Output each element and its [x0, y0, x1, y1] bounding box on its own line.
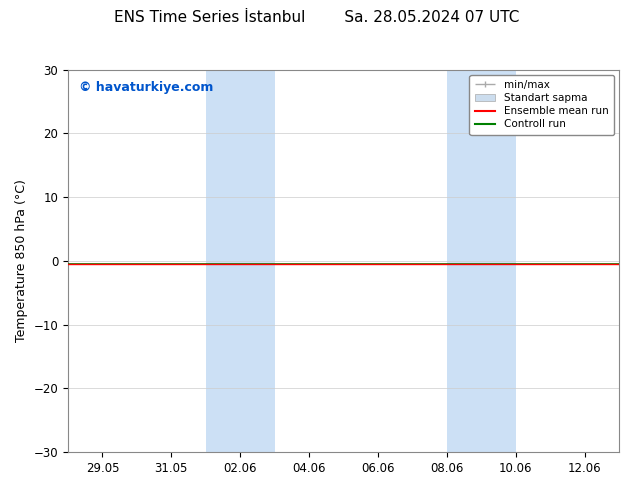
Legend: min/max, Standart sapma, Ensemble mean run, Controll run: min/max, Standart sapma, Ensemble mean r… — [469, 75, 614, 135]
Text: ENS Time Series İstanbul        Sa. 28.05.2024 07 UTC: ENS Time Series İstanbul Sa. 28.05.2024 … — [114, 10, 520, 25]
Bar — [206, 70, 275, 452]
Bar — [447, 70, 515, 452]
Text: © havaturkiye.com: © havaturkiye.com — [79, 81, 214, 94]
Y-axis label: Temperature 850 hPa (°C): Temperature 850 hPa (°C) — [15, 179, 28, 343]
